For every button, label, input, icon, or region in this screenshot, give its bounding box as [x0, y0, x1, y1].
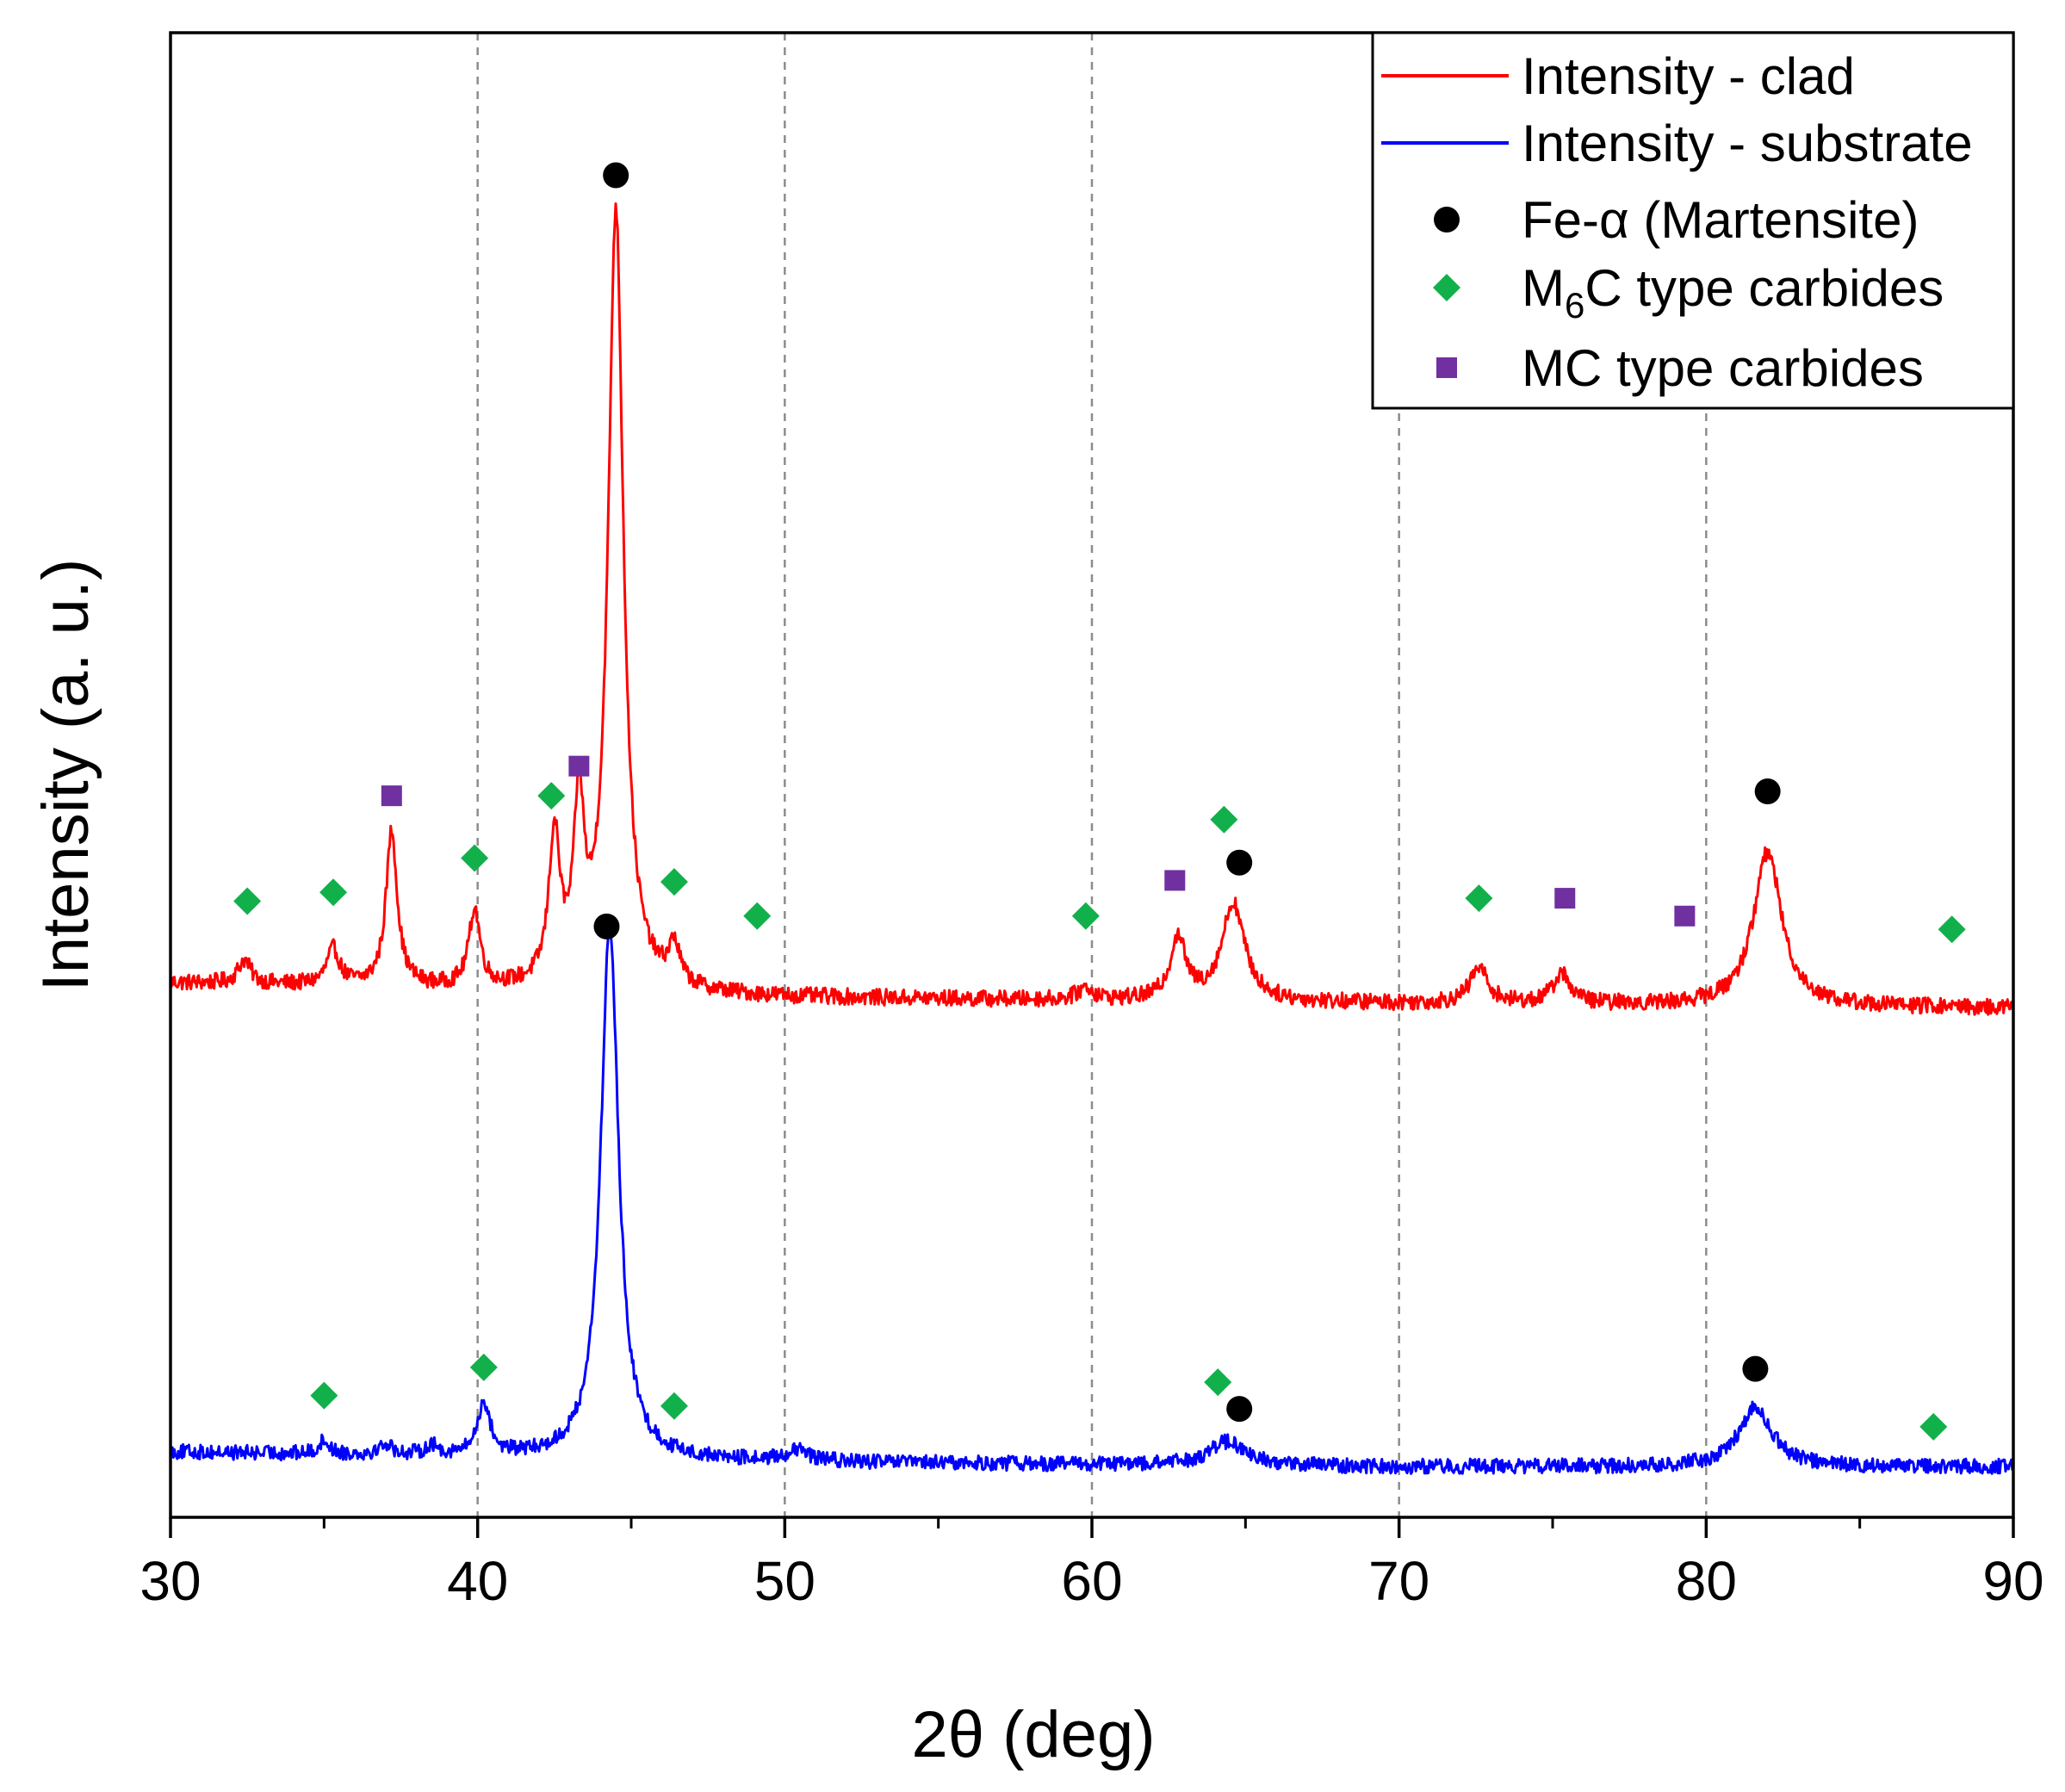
legend: Intensity - clad Intensity - substrate Fe-… [1371, 31, 2015, 410]
marker-diamond-18 [660, 1392, 688, 1420]
y-axis-title: Intensity (a. u.) [29, 559, 102, 992]
marker-square-22 [568, 755, 590, 777]
marker-diamond-19 [1204, 1368, 1232, 1397]
marker-circle-2 [1754, 778, 1781, 804]
marker-square-25 [1674, 905, 1696, 927]
marker-diamond-17 [469, 1353, 498, 1381]
legend-label-2: Fe-α (Martensite) [1522, 191, 1919, 249]
marker-diamond-9 [537, 782, 566, 810]
series-line-substrate [169, 920, 2015, 1475]
marker-diamond-10 [660, 868, 688, 896]
marker-square-21 [381, 785, 402, 807]
marker-circle-5 [1742, 1355, 1769, 1382]
x-tick-label-80: 80 [1676, 1550, 1737, 1612]
marker-diamond-11 [743, 902, 772, 930]
legend-label-4: MC type carbides [1522, 339, 1924, 397]
x-tick-label-60: 60 [1061, 1550, 1122, 1612]
legend-label-subscript: 6 [1565, 285, 1584, 326]
grid-lines [476, 33, 1708, 1517]
marker-diamond-6 [233, 887, 262, 915]
marker-square-23 [1164, 870, 1186, 891]
x-tick-label-70: 70 [1368, 1550, 1429, 1612]
marker-diamond-7 [319, 878, 348, 907]
legend-swatch-2 [1434, 207, 1460, 233]
axes: 30 40 50 60 70 80 90 [140, 31, 2044, 1612]
x-tick-label-90: 90 [1982, 1550, 2043, 1612]
marker-circle-3 [593, 913, 620, 939]
x-tick-label-30: 30 [140, 1550, 201, 1612]
x-tick-label-40: 40 [447, 1550, 508, 1612]
legend-label-0: Intensity - clad [1522, 47, 1855, 105]
marker-diamond-13 [1210, 805, 1238, 834]
legend-label-prefix: M [1522, 259, 1565, 317]
legend-swatch-3 [1433, 274, 1460, 301]
marker-diamond-14 [1465, 884, 1493, 913]
marker-diamond-12 [1071, 902, 1100, 930]
x-axis-title: 2θ (deg) [911, 1698, 1155, 1771]
marker-circle-1 [1226, 849, 1253, 876]
legend-label-suffix: C type carbides [1584, 259, 1944, 317]
series-line-clad [169, 202, 2015, 1016]
marker-diamond-8 [461, 844, 489, 872]
legend-label-1: Intensity - substrate [1522, 115, 1973, 172]
marker-circle-0 [603, 162, 629, 189]
marker-diamond-15 [1938, 915, 1966, 944]
marker-diamond-16 [310, 1381, 338, 1410]
series-lines [169, 202, 2015, 1475]
marker-circle-4 [1226, 1396, 1253, 1423]
phase-markers [233, 162, 1966, 1441]
marker-square-24 [1554, 888, 1576, 909]
marker-diamond-20 [1919, 1412, 1948, 1441]
legend-label-3: M6C type carbides [1522, 259, 1944, 326]
legend-box [1371, 31, 2015, 410]
legend-swatch-4 [1436, 357, 1457, 378]
x-tick-label-50: 50 [754, 1550, 815, 1612]
